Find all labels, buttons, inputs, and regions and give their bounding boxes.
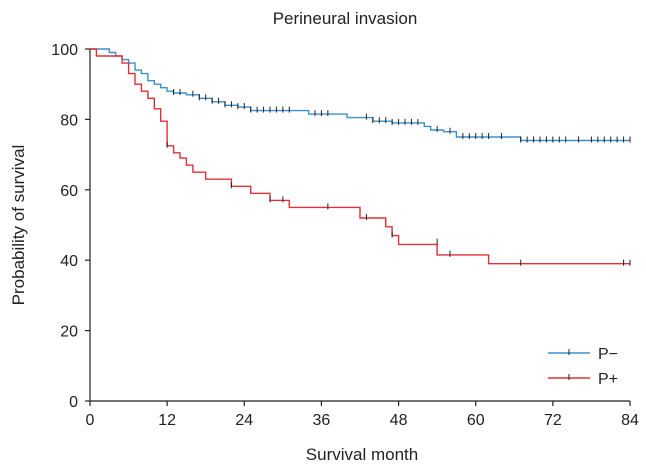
x-tick-label: 24 bbox=[235, 412, 253, 429]
legend: P− P+ bbox=[548, 346, 618, 388]
y-tick-label: 20 bbox=[60, 324, 78, 341]
chart-title: Perineural invasion bbox=[273, 9, 418, 28]
x-tick-label: 60 bbox=[467, 412, 485, 429]
y-tick-label: 40 bbox=[60, 253, 78, 270]
x-tick-label: 12 bbox=[158, 412, 176, 429]
series-line-p-plus bbox=[90, 48, 630, 265]
y-tick-label: 60 bbox=[60, 183, 78, 200]
x-tick-label: 48 bbox=[390, 412, 408, 429]
x-axis-label: Survival month bbox=[306, 445, 418, 464]
plot-area: 0 20 40 60 80 100 0 12 24 36 48 60 72 84 bbox=[51, 42, 639, 429]
legend-label: P− bbox=[598, 346, 618, 363]
x-tick-label: 36 bbox=[313, 412, 331, 429]
x-tick-label: 72 bbox=[544, 412, 562, 429]
legend-label: P+ bbox=[598, 371, 618, 388]
y-tick-label: 0 bbox=[69, 394, 78, 411]
x-tick-label: 0 bbox=[86, 412, 95, 429]
y-axis-label: Probability of survival bbox=[9, 145, 28, 306]
y-tick-label: 80 bbox=[60, 112, 78, 129]
y-tick-label: 100 bbox=[51, 42, 78, 59]
x-tick-label: 84 bbox=[621, 412, 639, 429]
series-line-p-minus bbox=[90, 48, 630, 142]
